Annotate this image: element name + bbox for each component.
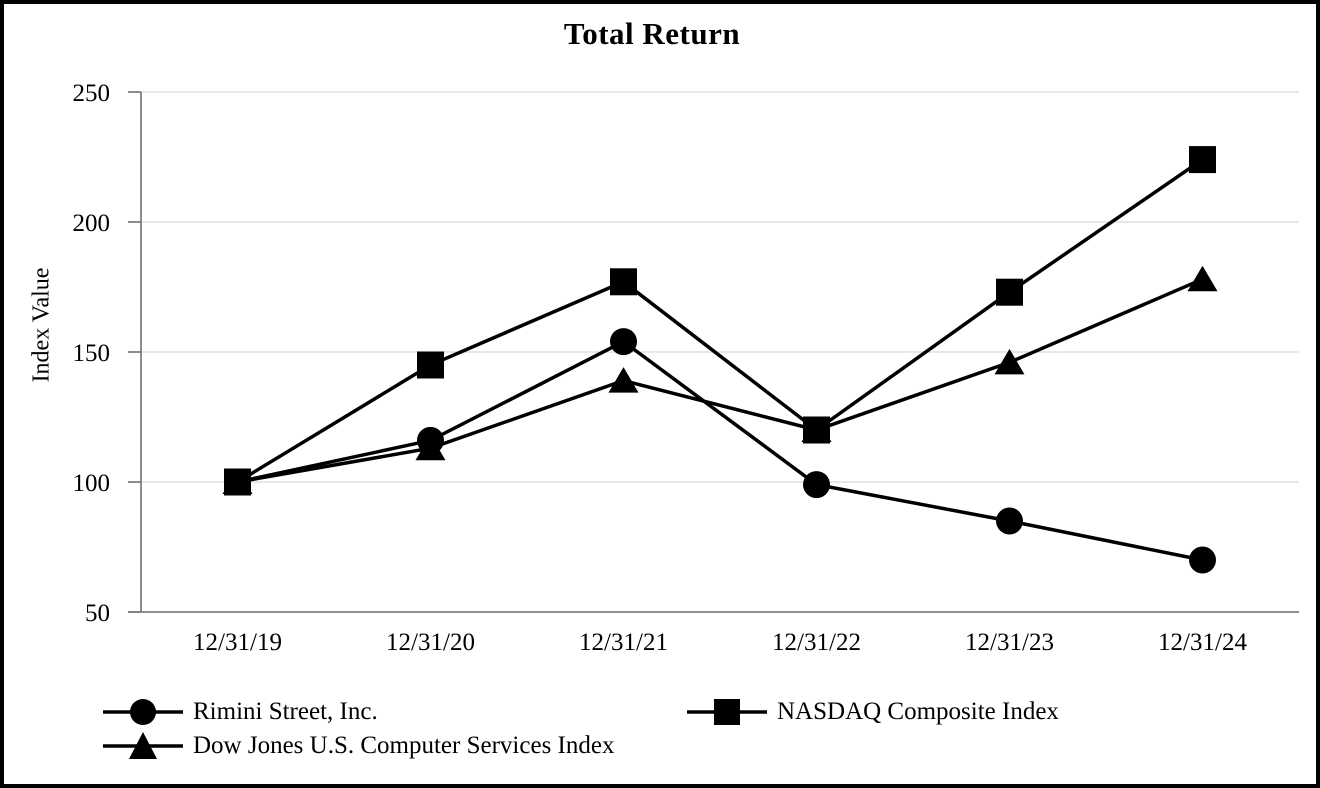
x-tick-label: 12/31/20 — [386, 629, 475, 656]
legend-label-nasdaq-composite: NASDAQ Composite Index — [777, 698, 1059, 725]
data-marker-circle — [1189, 546, 1216, 574]
square-marker-icon — [687, 699, 767, 725]
data-marker-triangle — [1187, 265, 1218, 292]
data-marker-circle — [417, 426, 444, 454]
y-tick-label: 100 — [73, 470, 111, 497]
data-marker-square — [610, 268, 637, 296]
legend-item-rimini-street: Rimini Street, Inc. — [102, 697, 378, 727]
y-tick-label: 250 — [73, 80, 111, 107]
data-marker-square — [224, 468, 251, 496]
data-marker-circle — [996, 507, 1023, 535]
data-marker-circle — [610, 328, 637, 356]
y-tick-label: 200 — [73, 210, 111, 237]
legend-item-dow-jones-computer-services: Dow Jones U.S. Computer Services Index — [102, 731, 614, 761]
data-marker-square — [803, 416, 830, 444]
circle-marker-icon — [103, 699, 183, 725]
data-marker-circle — [803, 471, 830, 499]
data-marker-square — [996, 278, 1023, 306]
legend-item-nasdaq-composite: NASDAQ Composite Index — [686, 697, 1059, 727]
data-marker-square — [417, 351, 444, 379]
y-tick-label: 150 — [73, 340, 111, 367]
legend-label-dow-jones-computer-services: Dow Jones U.S. Computer Services Index — [193, 732, 615, 759]
data-marker-triangle — [994, 348, 1025, 375]
triangle-marker-icon — [103, 732, 183, 759]
x-tick-label: 12/31/21 — [579, 629, 668, 656]
x-tick-label: 12/31/23 — [965, 629, 1054, 656]
x-tick-label: 12/31/19 — [193, 629, 282, 656]
series-line-2 — [237, 277, 1204, 484]
chart-title: Total Return — [563, 16, 741, 51]
data-marker-square — [1189, 146, 1216, 174]
y-tick-label: 50 — [85, 600, 110, 627]
x-tick-label: 12/31/22 — [772, 629, 861, 656]
data-marker-triangle — [608, 367, 639, 393]
series-line-1 — [236, 158, 1204, 484]
legend-label-rimini-street: Rimini Street, Inc. — [193, 698, 378, 725]
x-tick-label: 12/31/24 — [1158, 629, 1247, 656]
series-line-0 — [237, 339, 1203, 562]
